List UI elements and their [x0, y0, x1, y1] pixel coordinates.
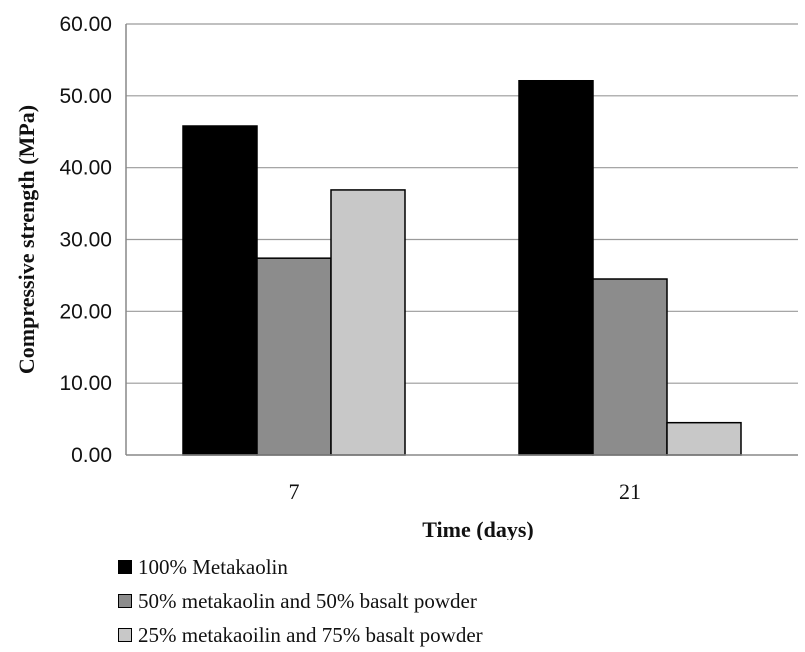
legend-item: 50% metakaolin and 50% basalt powder: [118, 584, 483, 618]
legend-swatch: [118, 594, 132, 608]
bar: [666, 421, 742, 456]
legend-swatch: [118, 560, 132, 574]
y-tick-label: 30.00: [59, 229, 112, 252]
bar: [518, 79, 594, 456]
legend: 100% Metakaolin 50% metakaolin and 50% ba…: [118, 550, 483, 652]
bar: [592, 278, 668, 456]
bar: [330, 189, 406, 456]
legend-swatch: [118, 628, 132, 642]
y-tick-label: 40.00: [59, 157, 112, 180]
y-tick-label: 10.00: [59, 372, 112, 395]
x-tick-label: 7: [289, 479, 300, 504]
y-tick-label: 60.00: [59, 13, 112, 36]
legend-label: 100% Metakaolin: [138, 554, 288, 579]
legend-item: 100% Metakaolin: [118, 550, 483, 584]
y-tick-label: 20.00: [59, 300, 112, 323]
legend-item: 25% metakaoilin and 75% basalt powder: [118, 618, 483, 652]
legend-label: 25% metakaoilin and 75% basalt powder: [138, 622, 483, 647]
legend-label: 50% metakaolin and 50% basalt powder: [138, 588, 477, 613]
bar: [182, 125, 258, 456]
y-tick-label: 50.00: [59, 85, 112, 108]
y-tick-labels: 0.00 10.00 20.00 30.00 40.00 50.00 60.00: [59, 13, 112, 467]
x-tick-label: 21: [619, 479, 641, 504]
x-tick-labels: 7 21: [289, 479, 642, 504]
y-tick-label: 0.00: [71, 444, 112, 467]
x-axis-title: Time (days): [422, 517, 533, 540]
y-axis-title: Compressive strength (MPa): [14, 105, 39, 374]
bar: [256, 257, 332, 456]
bar-chart: 0.00 10.00 20.00 30.00 40.00 50.00 60.00 7 21 T…: [14, 13, 798, 540]
bars: [182, 79, 742, 456]
